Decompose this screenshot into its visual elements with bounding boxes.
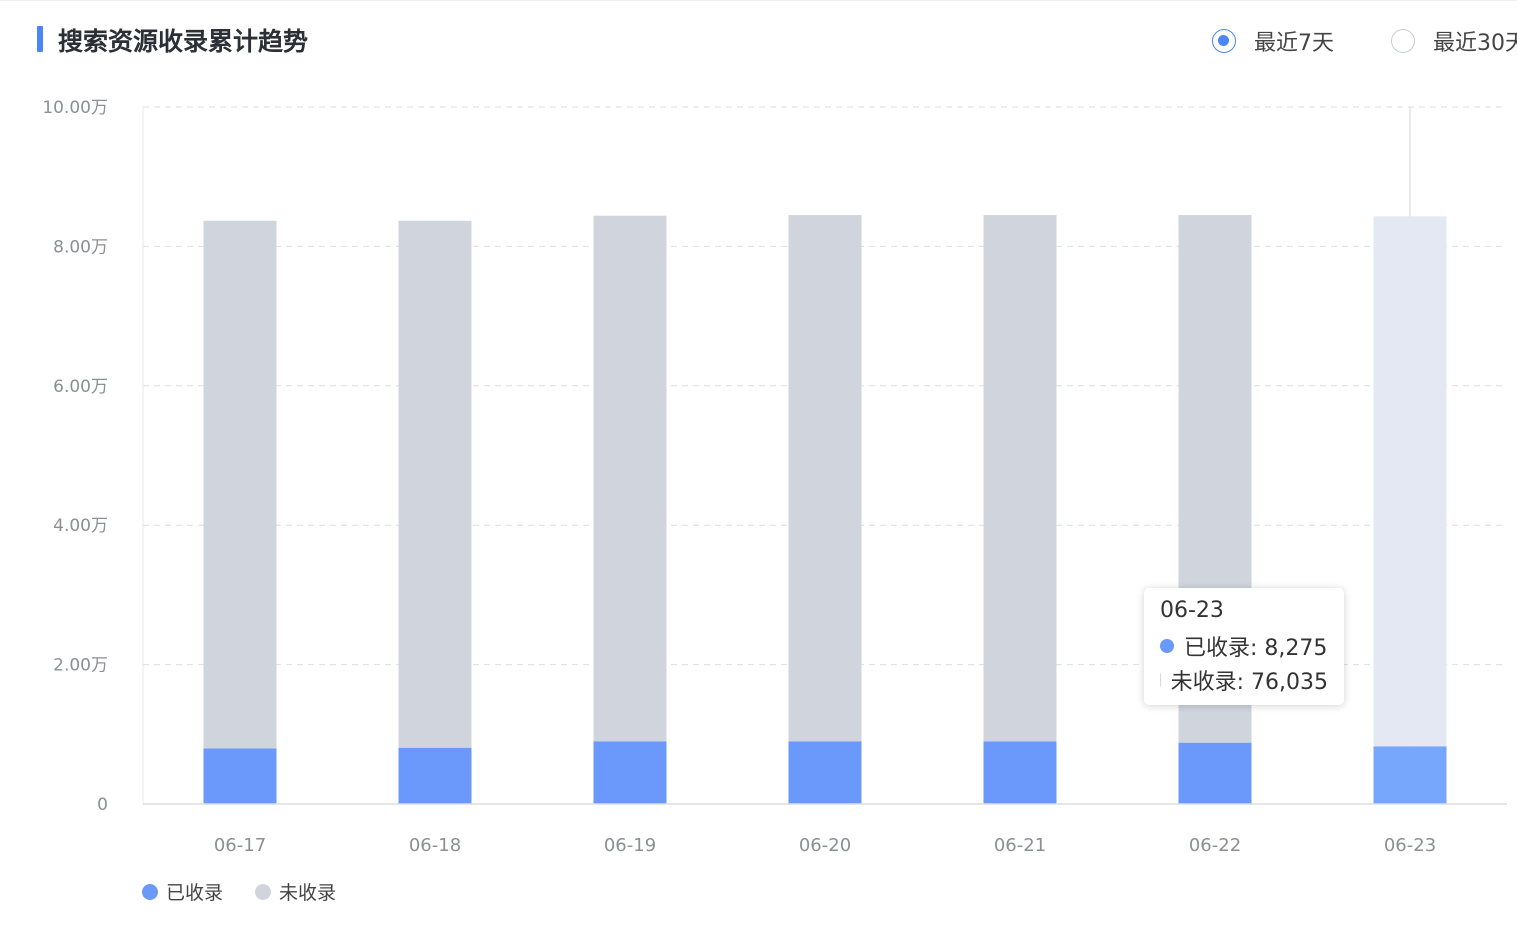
tooltip-row-label: 已收录: 8,275 [1184, 636, 1328, 661]
y-tick-label: 2.00万 [53, 656, 108, 676]
x-tick-label: 06-19 [604, 835, 656, 856]
title-accent-bar [37, 26, 43, 52]
tooltip-row-not-indexed: 未收录: 76,035 [1160, 663, 1328, 697]
range-option-7-days[interactable]: 最近7天 [1212, 24, 1334, 58]
legend-label: 已收录 [166, 882, 224, 904]
bar-segment-not-indexed [398, 220, 472, 748]
bar-segment-not-indexed [1373, 216, 1447, 747]
y-tick-label: 4.00万 [53, 516, 108, 536]
range-option-label: 最近7天 [1254, 31, 1334, 56]
y-tick-label: 8.00万 [53, 237, 108, 257]
tooltip-dot-icon [1160, 639, 1174, 653]
legend-label: 未收录 [279, 882, 337, 904]
bar-segment-indexed [203, 748, 277, 804]
x-tick-label: 06-20 [799, 835, 851, 856]
range-option-label: 最近30天 [1433, 31, 1517, 56]
bar-segment-indexed [1373, 746, 1447, 804]
page-title: 搜索资源收录累计趋势 [58, 27, 309, 56]
tooltip-row-label: 未收录: 76,035 [1170, 670, 1328, 695]
chart-legend: 已收录 未收录 [142, 878, 368, 905]
y-tick-label: 0 [97, 795, 108, 815]
legend-item-indexed[interactable]: 已收录 [142, 878, 223, 905]
bar-segment-not-indexed [983, 215, 1057, 742]
bar-segment-not-indexed [203, 220, 277, 749]
legend-dot-icon [255, 883, 272, 900]
chart-tooltip: 06-23 已收录: 8,275 未收录: 76,035 [1144, 588, 1344, 705]
x-tick-label: 06-23 [1384, 835, 1436, 856]
radio-unchecked-icon[interactable] [1391, 29, 1415, 53]
x-tick-label: 06-22 [1189, 835, 1241, 856]
radio-checked-icon[interactable] [1212, 29, 1236, 53]
top-border [0, 0, 1517, 1]
tooltip-row-indexed: 已收录: 8,275 [1160, 629, 1328, 663]
bar-segment-indexed [398, 747, 472, 804]
bar-segment-indexed [788, 741, 862, 804]
bar-segment-not-indexed [593, 215, 667, 742]
x-tick-label: 06-17 [214, 835, 266, 856]
bar-segment-not-indexed [788, 215, 862, 742]
y-tick-label: 10.00万 [42, 98, 108, 118]
bar-segment-indexed [1178, 742, 1252, 804]
bar-segment-indexed [593, 741, 667, 804]
tooltip-dot-icon [1160, 673, 1161, 687]
x-tick-label: 06-21 [994, 835, 1046, 856]
legend-dot-icon [142, 883, 158, 900]
range-option-30-days[interactable]: 最近30天 [1391, 24, 1517, 58]
x-tick-label: 06-18 [409, 835, 461, 856]
bar-segment-indexed [983, 741, 1057, 804]
legend-item-not-indexed[interactable]: 未收录 [255, 878, 336, 905]
y-tick-label: 6.00万 [53, 377, 108, 397]
tooltip-date: 06-23 [1160, 598, 1224, 623]
